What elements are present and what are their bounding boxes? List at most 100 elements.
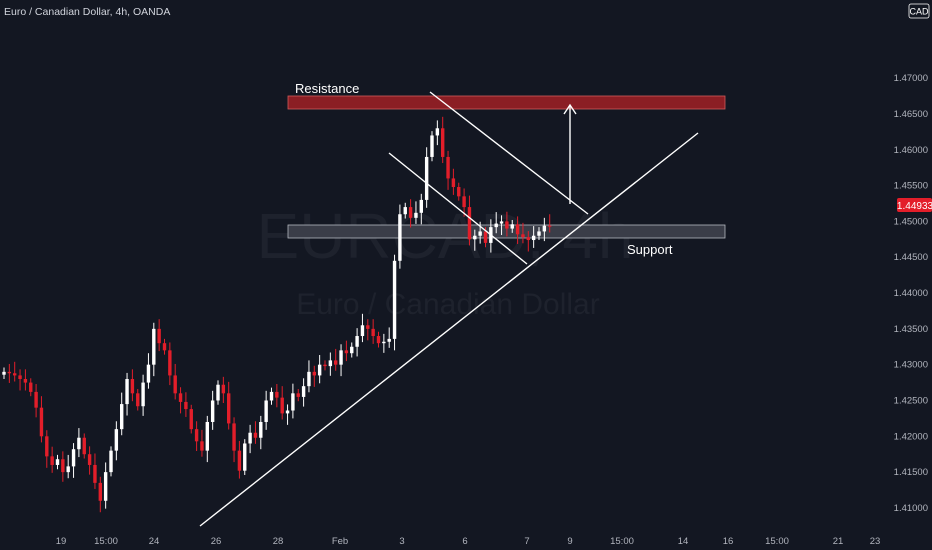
candle-down[interactable] [39, 407, 44, 437]
candle-down[interactable] [280, 397, 284, 414]
candle-up[interactable] [382, 341, 386, 344]
candle-up[interactable] [430, 135, 434, 157]
candle-up[interactable] [125, 379, 129, 405]
candle-down[interactable] [87, 454, 92, 465]
candle-down[interactable] [23, 379, 28, 383]
candle-up[interactable] [66, 466, 70, 473]
candle-down[interactable] [376, 336, 381, 344]
candle-down[interactable] [98, 482, 102, 501]
candle-down[interactable] [441, 128, 445, 157]
channel-lower-line[interactable] [388, 152, 528, 265]
candle-up[interactable] [210, 400, 215, 422]
candle-up[interactable] [291, 393, 295, 411]
candle-up[interactable] [531, 235, 536, 241]
candle-up[interactable] [243, 443, 247, 471]
candle-up[interactable] [114, 429, 119, 451]
candle-down[interactable] [221, 384, 226, 394]
candle-up[interactable] [403, 207, 407, 215]
candle-down[interactable] [344, 350, 349, 354]
candle-down[interactable] [548, 225, 552, 227]
candle-up[interactable] [537, 231, 541, 236]
candle-up[interactable] [77, 437, 81, 450]
candle-up[interactable] [141, 382, 145, 407]
candle-up[interactable] [248, 432, 252, 444]
candle-down[interactable] [93, 464, 97, 483]
candle-up[interactable] [419, 199, 423, 213]
candle-up[interactable] [542, 225, 547, 232]
candle-down[interactable] [312, 371, 316, 376]
candle-up[interactable] [259, 421, 263, 438]
candle-up[interactable] [269, 391, 274, 401]
candle-up[interactable] [414, 212, 418, 218]
candle-down[interactable] [371, 328, 375, 337]
candle-down[interactable] [457, 187, 461, 197]
candle-down[interactable] [227, 393, 231, 424]
candle-down[interactable] [34, 391, 38, 408]
candle-up[interactable] [473, 235, 477, 240]
candle-down[interactable] [526, 237, 530, 241]
candle-up[interactable] [55, 459, 60, 465]
time-axis[interactable]: 19 15:00 24 26 28 Feb 3 6 7 9 15:00 14 16 15:00 21 23 [56, 536, 881, 547]
candle-up[interactable] [392, 260, 397, 339]
candle-up[interactable] [109, 450, 113, 473]
candle-down[interactable] [168, 350, 172, 376]
candle-down[interactable] [275, 391, 279, 398]
candle-up[interactable] [339, 350, 343, 365]
candle-down[interactable] [253, 432, 258, 438]
candle-up[interactable] [499, 221, 504, 224]
candle-down[interactable] [162, 343, 167, 351]
candle-down[interactable] [515, 224, 520, 235]
candle-up[interactable] [307, 371, 311, 387]
candle-down[interactable] [296, 393, 300, 397]
candle-up[interactable] [146, 364, 151, 383]
currency-badge[interactable] [908, 3, 930, 19]
candle-up[interactable] [2, 371, 6, 375]
candle-down[interactable] [462, 196, 466, 208]
candle-down[interactable] [178, 393, 183, 402]
price-axis[interactable]: 1.47000 1.46500 1.46000 1.45500 1.45000 1.445… [894, 73, 928, 514]
candle-down[interactable] [130, 379, 135, 394]
candle-up[interactable] [328, 360, 333, 367]
candle-up[interactable] [398, 214, 402, 261]
candle-down[interactable] [189, 409, 193, 430]
candle-up[interactable] [301, 386, 306, 397]
candle-down[interactable] [50, 456, 54, 465]
candle-down[interactable] [232, 423, 236, 451]
candle-down[interactable] [323, 364, 327, 367]
candle-up[interactable] [387, 338, 391, 342]
candle-down[interactable] [451, 178, 456, 188]
candle-up[interactable] [478, 231, 482, 236]
candle-down[interactable] [446, 156, 450, 179]
candle-down[interactable] [61, 459, 65, 473]
candle-down[interactable] [483, 231, 488, 243]
candle-up[interactable] [152, 328, 156, 365]
candle-down[interactable] [136, 393, 140, 407]
candle-down[interactable] [194, 429, 199, 442]
candle-down[interactable] [82, 437, 86, 455]
candle-down[interactable] [13, 373, 17, 376]
candle-down[interactable] [29, 382, 33, 392]
candle-up[interactable] [355, 336, 359, 347]
candle-down[interactable] [184, 401, 188, 410]
channel-upper-line[interactable] [429, 91, 589, 215]
candle-down[interactable] [18, 375, 22, 380]
candle-down[interactable] [200, 441, 204, 451]
candle-up[interactable] [285, 410, 290, 414]
candle-up[interactable] [264, 400, 268, 422]
candle-up[interactable] [120, 404, 124, 430]
candle-down[interactable] [408, 207, 413, 218]
candle-down[interactable] [505, 221, 509, 229]
candle-up[interactable] [360, 325, 365, 337]
candle-down[interactable] [521, 234, 525, 238]
candle-down[interactable] [237, 450, 242, 471]
candle-down[interactable] [45, 436, 49, 457]
candle-up[interactable] [494, 223, 498, 228]
candle-down[interactable] [7, 371, 12, 374]
candle-up[interactable] [510, 224, 514, 229]
candle-up[interactable] [205, 421, 209, 451]
candle-down[interactable] [157, 328, 161, 344]
resistance-zone[interactable] [287, 95, 726, 110]
candle-up[interactable] [103, 472, 108, 501]
candle-down[interactable] [467, 207, 472, 240]
